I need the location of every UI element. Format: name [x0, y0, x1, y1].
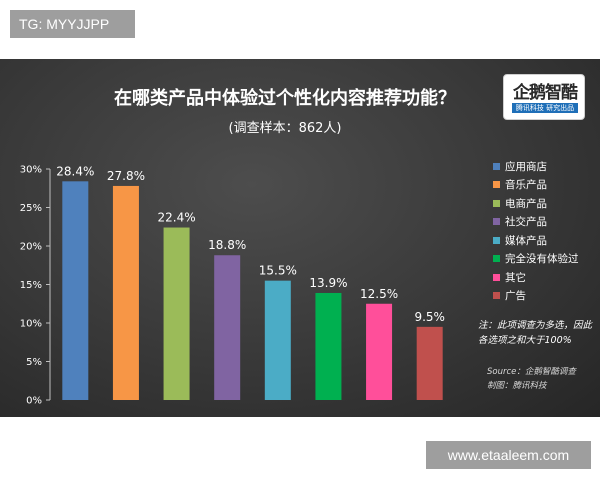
- watermark-top: TG: MYYJJPP: [10, 10, 135, 38]
- logo-tagline-bar: [512, 103, 578, 113]
- legend-swatch: [493, 292, 500, 300]
- value-label-2: 27.8%: [107, 169, 145, 183]
- legend-swatch: [493, 218, 500, 226]
- legend-label: 音乐产品: [505, 179, 547, 192]
- value-label-1: 28.4%: [56, 164, 94, 178]
- legend-item: 应用商店: [493, 157, 579, 176]
- y-tick-label: 15%: [20, 280, 42, 291]
- value-label-3: 22.4%: [158, 211, 196, 225]
- y-tick-label: 5%: [26, 357, 42, 368]
- legend-swatch: [493, 199, 500, 207]
- value-label-5: 15.5%: [259, 264, 297, 278]
- legend-item: 广告: [493, 287, 579, 306]
- legend-label: 媒体产品: [505, 234, 547, 247]
- chart-subtitle: (调查样本：862人): [228, 121, 342, 136]
- legend-item: 电商产品: [493, 194, 579, 213]
- source-line: Source：企鹅智酷调查: [487, 367, 576, 377]
- legend: 应用商店音乐产品电商产品社交产品媒体产品完全没有体验过 其它广告: [493, 157, 579, 305]
- footnote: 注：此项调查为多选，因此各选项之和大于100%: [478, 320, 593, 346]
- legend-label: 应用商店: [505, 160, 547, 173]
- bar-2: [112, 185, 139, 400]
- legend-label: 电商产品: [505, 197, 547, 210]
- y-tick-label: 25%: [20, 203, 42, 214]
- bar-6: [315, 292, 342, 400]
- legend-item: 完全没有体验过: [493, 250, 579, 269]
- bar-3: [163, 227, 190, 400]
- chart-panel: [0, 59, 600, 417]
- y-tick-label: 30%: [20, 165, 42, 176]
- logo-name: 企鹅智酷: [513, 83, 578, 103]
- bar-4: [214, 255, 241, 400]
- bar-7: [366, 303, 393, 400]
- legend-swatch: [493, 181, 500, 189]
- chart-title: 在哪类产品中体验过个性化内容推荐功能？: [114, 88, 456, 109]
- legend-swatch: [493, 162, 500, 170]
- legend-item: 音乐产品: [493, 176, 579, 195]
- value-label-4: 18.8%: [208, 238, 246, 252]
- y-tick-label: 10%: [20, 319, 42, 330]
- y-tick-label: 20%: [20, 242, 42, 253]
- value-labels: 28.4% 27.8% 22.4% 18.8% 15.5% 13.9% 12.5% 9.5%: [56, 164, 445, 324]
- legend-item: 媒体产品: [493, 231, 579, 250]
- legend-label: 社交产品: [505, 216, 547, 229]
- value-label-7: 12.5%: [360, 287, 398, 301]
- source-block: Source：企鹅智酷调查 制图：腾讯科技: [487, 365, 597, 393]
- bar-8: [416, 326, 443, 400]
- watermark-bottom: www.etaaleem.com: [426, 441, 591, 469]
- legend-label: 广告: [505, 290, 526, 303]
- credit-line: 制图：腾讯科技: [487, 381, 547, 391]
- logo-tagline: 腾讯科技 研究出品: [515, 104, 575, 112]
- legend-swatch: [493, 255, 500, 263]
- legend-swatch: [493, 236, 500, 244]
- bar-1: [62, 181, 89, 400]
- legend-swatch: [493, 273, 500, 281]
- y-tick-label: 0%: [26, 396, 42, 407]
- value-label-6: 13.9%: [309, 276, 347, 290]
- bars: [62, 181, 443, 400]
- bar-5: [264, 280, 291, 400]
- brand-logo: 企鹅智酷 腾讯科技 研究出品: [503, 74, 585, 120]
- legend-item: 其它: [493, 268, 579, 287]
- legend-item: 社交产品: [493, 213, 579, 232]
- y-axis: 0% 5% 10% 15% 20% 25% 30%: [20, 165, 51, 407]
- value-label-8: 9.5%: [414, 310, 445, 324]
- legend-label: 其它: [505, 271, 526, 284]
- legend-label: 完全没有体验过: [505, 253, 579, 266]
